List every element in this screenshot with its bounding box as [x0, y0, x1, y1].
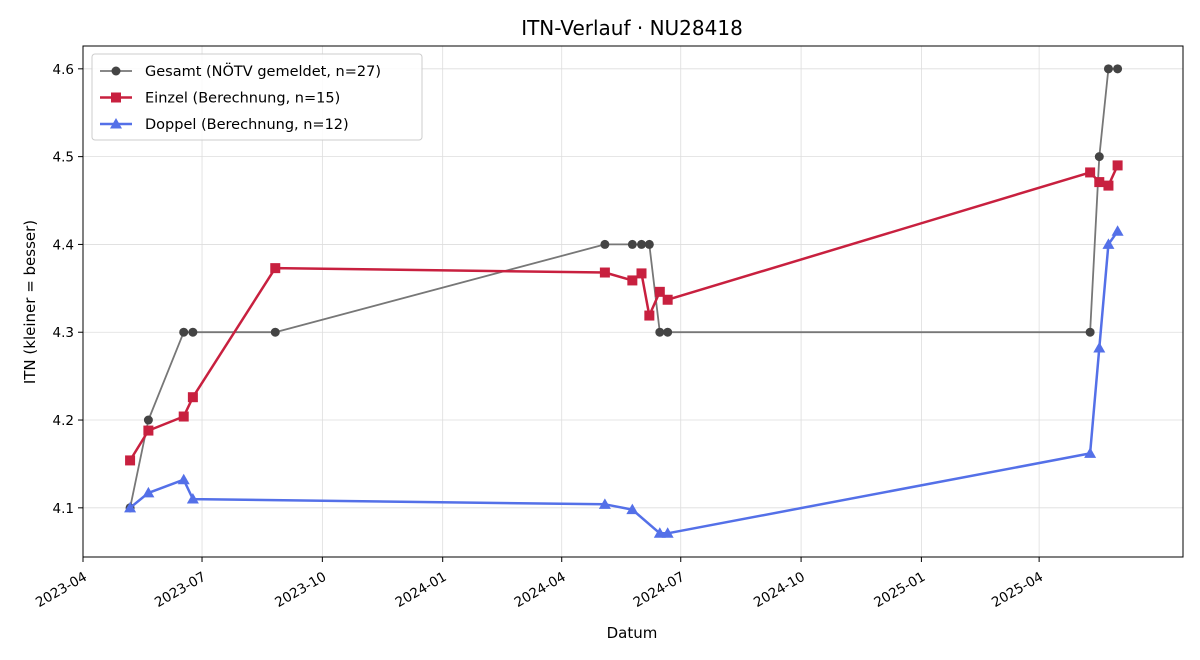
data-point	[644, 239, 654, 249]
data-point	[143, 425, 154, 436]
data-point	[1111, 225, 1124, 236]
data-point	[655, 327, 665, 337]
data-point	[600, 239, 610, 249]
data-point	[1113, 64, 1123, 74]
data-point	[187, 392, 198, 403]
data-point	[125, 455, 136, 466]
data-point	[142, 486, 155, 498]
data-point	[599, 267, 610, 278]
data-point	[662, 294, 673, 305]
data-point	[661, 527, 674, 538]
data-point	[637, 239, 647, 249]
data-point	[627, 239, 637, 249]
legend-marker	[110, 118, 122, 129]
data-point	[1094, 152, 1104, 162]
data-point	[598, 498, 611, 509]
data-point	[188, 327, 198, 337]
y-tick-label: 4.2	[53, 413, 74, 429]
y-tick-label: 4.1	[53, 501, 74, 517]
data-point	[1093, 342, 1106, 353]
series-triangle	[124, 225, 1124, 538]
data-point	[1103, 64, 1113, 74]
data-point	[627, 275, 638, 286]
data-point	[626, 503, 639, 515]
x-axis-label: Datum	[607, 624, 658, 642]
y-tick-label: 4.5	[53, 150, 74, 166]
legend: Gesamt (NÖTV gemeldet, n=27) Einzel (Bere…	[91, 53, 423, 141]
legend-label: Gesamt (NÖTV gemeldet, n=27)	[145, 62, 381, 80]
data-point	[1112, 160, 1123, 171]
series-square	[125, 160, 1123, 466]
data-point	[179, 327, 189, 337]
data-point	[1103, 180, 1114, 191]
y-tick-label: 4.6	[53, 62, 74, 78]
series-layer	[124, 64, 1124, 538]
data-point	[1085, 167, 1096, 178]
chart-title: ITN-Verlauf · NU28418	[521, 16, 743, 40]
data-point	[1094, 177, 1105, 188]
data-point	[653, 527, 666, 538]
data-point	[644, 310, 655, 321]
series-line	[128, 230, 1119, 535]
data-point	[654, 286, 665, 297]
data-point	[270, 327, 280, 337]
data-point	[1084, 447, 1097, 458]
data-point	[124, 501, 137, 513]
legend-label: Einzel (Berechnung, n=15)	[145, 91, 340, 107]
legend-marker	[111, 92, 121, 103]
data-point	[636, 268, 647, 279]
data-point	[663, 327, 673, 337]
data-point	[143, 415, 153, 425]
legend-box	[91, 53, 423, 141]
legend-label: Doppel (Berechnung, n=12)	[145, 117, 349, 133]
y-tick-label: 4.4	[53, 237, 74, 253]
data-point	[1102, 238, 1115, 249]
data-point	[270, 263, 281, 274]
y-axis-label: ITN (kleiner = besser)	[21, 220, 39, 384]
y-tick-label: 4.3	[53, 325, 74, 341]
data-point	[186, 493, 199, 504]
legend-marker	[111, 66, 121, 76]
series-circle	[125, 64, 1123, 513]
plot-frame	[82, 45, 1184, 558]
data-point	[177, 473, 190, 485]
data-point	[178, 411, 189, 422]
data-point	[1085, 327, 1095, 337]
